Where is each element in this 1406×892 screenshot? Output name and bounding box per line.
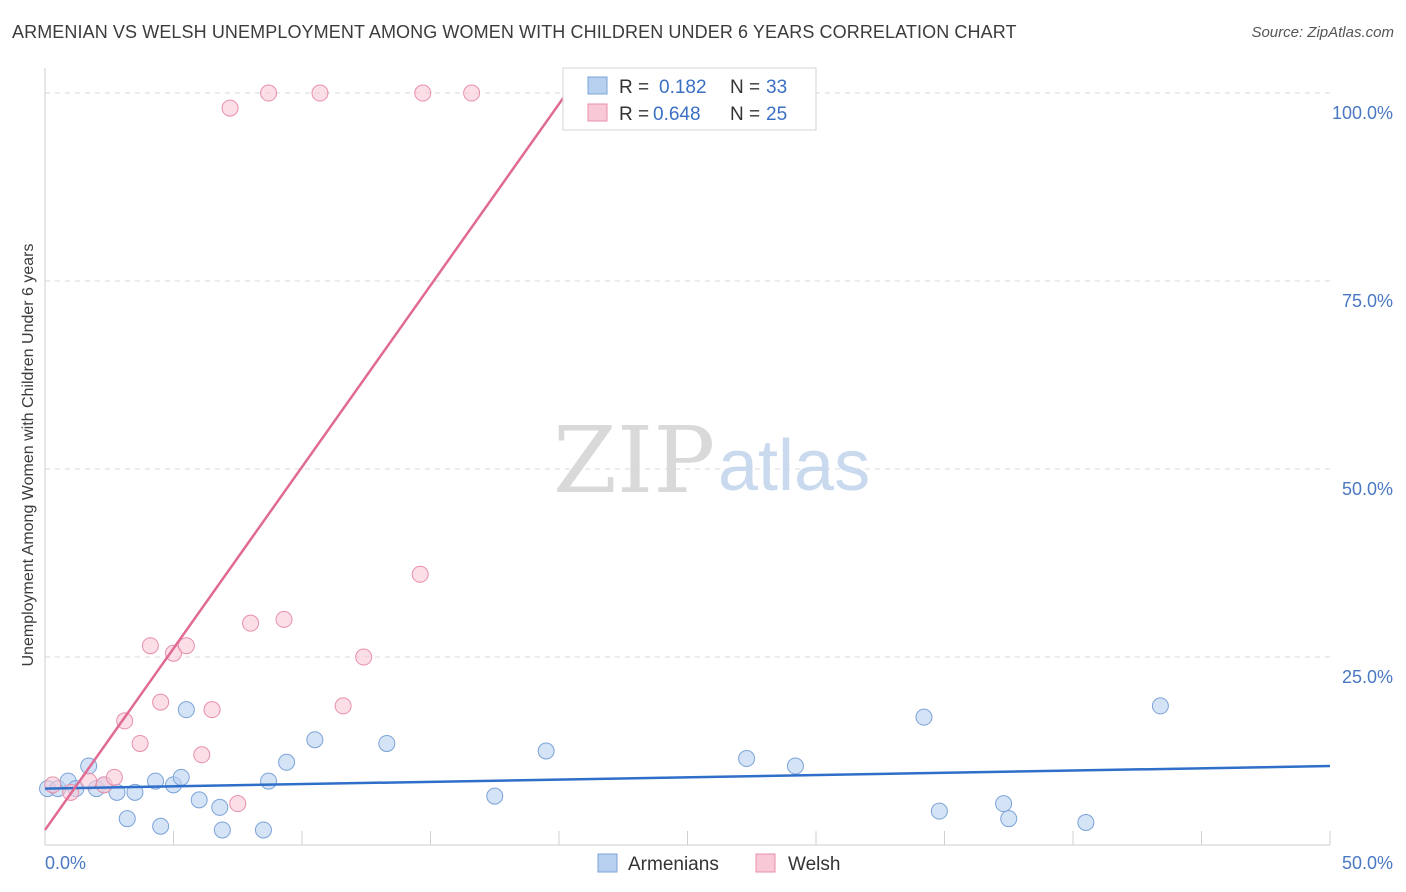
armenian-point-24 — [537, 742, 555, 760]
welsh-point-8 — [152, 693, 170, 711]
welsh-point-21 — [411, 565, 429, 583]
armenian-point-15 — [190, 791, 208, 809]
legend-swatch-welsh — [587, 103, 608, 122]
x-tick-label-1: 50.0% — [1342, 853, 1393, 873]
chart-title: ARMENIAN VS WELSH UNEMPLOYMENT AMONG WOM… — [12, 22, 1017, 42]
x-tick-label-0: 0.0% — [45, 853, 86, 873]
source-label: Source: ZipAtlas.com — [1251, 24, 1394, 41]
legend: R = 0.182 N = 33 R = 0.648 N = 25 — [562, 67, 817, 131]
welsh-point-14 — [229, 795, 247, 813]
armenian-point-27 — [915, 708, 933, 726]
welsh-point-11 — [193, 746, 211, 764]
armenian-point-31 — [1077, 813, 1095, 831]
armenian-point-29 — [995, 795, 1013, 813]
armenian-point-21 — [306, 731, 324, 749]
welsh-point-7 — [141, 637, 159, 655]
y-tick-label-3: 100.0% — [1332, 103, 1393, 123]
armenian-point-25 — [738, 750, 756, 768]
legend-n-label-armenians: N = — [730, 77, 760, 98]
armenian-point-30 — [1000, 810, 1018, 828]
welsh-point-10 — [177, 637, 195, 655]
watermark-zip: ZIP — [553, 407, 715, 514]
armenian-point-20 — [278, 753, 296, 771]
y-tick-label-0: 25.0% — [1342, 667, 1393, 687]
armenian-point-19 — [260, 772, 278, 790]
legend-r-value-armenians: 0.182 — [659, 77, 707, 98]
welsh-point-6 — [131, 734, 149, 752]
welsh-point-17 — [275, 610, 293, 628]
armenian-point-10 — [147, 772, 165, 790]
armenian-point-11 — [152, 817, 170, 835]
welsh-point-0 — [44, 776, 62, 794]
y-tick-label-1: 50.0% — [1342, 479, 1393, 499]
bottom-legend-swatch-armenians — [597, 853, 618, 873]
welsh-point-19 — [334, 697, 352, 715]
axes — [44, 68, 1331, 846]
welsh-point-20 — [355, 648, 373, 666]
legend-swatch-armenians — [587, 76, 608, 95]
welsh-point-4 — [105, 768, 123, 786]
welsh-point-23 — [463, 84, 481, 102]
grid — [45, 92, 1330, 658]
y-tick-label-2: 75.0% — [1342, 291, 1393, 311]
legend-r-label-welsh: R = — [619, 104, 649, 125]
watermark-atlas: atlas — [718, 426, 870, 506]
y-axis-label: Unemployment Among Women with Children U… — [20, 243, 37, 666]
welsh-point-9 — [165, 644, 182, 662]
armenian-point-28 — [930, 802, 948, 820]
armenian-point-26 — [786, 757, 804, 775]
welsh-point-15 — [242, 614, 260, 632]
welsh-point-22 — [414, 84, 432, 102]
bottom-legend-armenians: Armenians — [628, 854, 719, 875]
bottom-legend-swatch-welsh — [755, 853, 776, 873]
bottom-legend-welsh: Welsh — [788, 854, 840, 875]
watermark: ZIP atlas — [553, 407, 870, 514]
armenian-point-14 — [177, 701, 195, 719]
armenian-point-8 — [118, 810, 136, 828]
welsh-point-18 — [311, 84, 329, 102]
trend-lines — [43, 92, 1331, 831]
armenian-trend-line — [44, 764, 1331, 790]
legend-n-value-welsh: 25 — [766, 104, 787, 125]
legend-r-label-armenians: R = — [619, 77, 649, 98]
armenian-point-16 — [211, 798, 229, 816]
armenian-point-18 — [254, 821, 272, 839]
armenian-point-32 — [1151, 697, 1169, 715]
armenian-point-23 — [486, 787, 504, 805]
armenian-point-17 — [213, 821, 231, 839]
armenian-point-9 — [126, 783, 144, 801]
welsh-point-12 — [203, 701, 221, 719]
legend-n-value-armenians: 33 — [766, 77, 787, 98]
armenian-point-22 — [378, 734, 396, 752]
legend-r-value-welsh: 0.648 — [653, 104, 701, 125]
welsh-point-13 — [221, 99, 239, 117]
bottom-legend: Armenians Welsh — [597, 853, 840, 875]
y-tick-labels: 25.0% 50.0% 75.0% 100.0% — [1332, 103, 1393, 687]
legend-n-label-welsh: N = — [730, 104, 760, 125]
x-tick-labels: 0.0% 50.0% — [45, 853, 1393, 873]
welsh-point-16 — [260, 84, 278, 102]
armenian-point-13 — [172, 768, 190, 786]
welsh-trend-line — [43, 92, 568, 831]
